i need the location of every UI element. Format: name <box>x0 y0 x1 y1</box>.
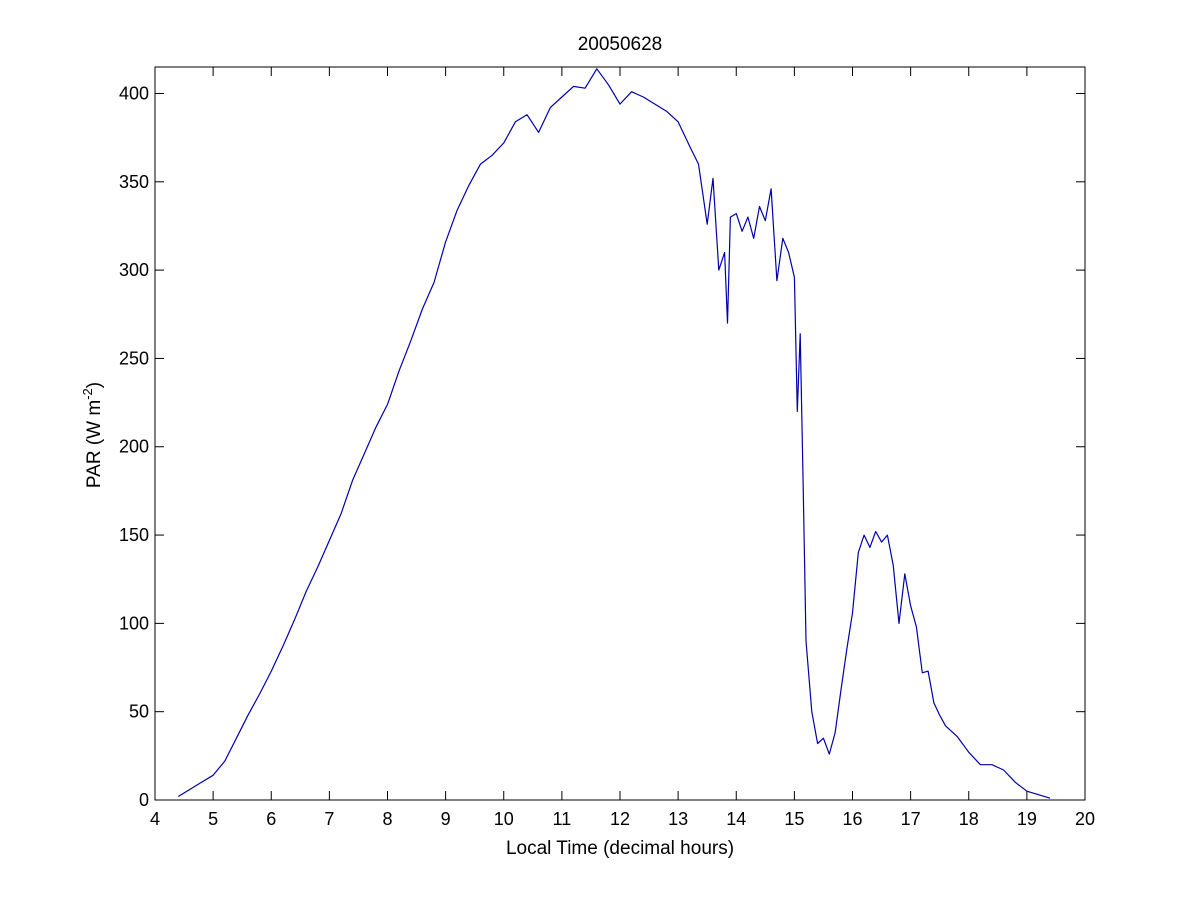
x-tick-label: 8 <box>382 809 392 829</box>
y-axis-title-superscript: -2 <box>80 388 95 400</box>
par-series-line <box>177 68 1051 799</box>
y-tick-label: 100 <box>119 613 149 633</box>
y-tick-label: 300 <box>119 260 149 280</box>
y-tick-label: 400 <box>119 83 149 103</box>
y-tick-label: 150 <box>119 525 149 545</box>
x-tick-label: 9 <box>441 809 451 829</box>
x-tick-label: 4 <box>150 809 160 829</box>
x-tick-label: 6 <box>266 809 276 829</box>
y-axis-title: PAR (W m-2) <box>80 382 105 488</box>
x-tick-label: 16 <box>842 809 862 829</box>
x-tick-label: 14 <box>726 809 746 829</box>
x-tick-label: 11 <box>553 809 572 829</box>
y-axis-title-main: PAR (W m <box>84 400 105 488</box>
y-tick-label: 250 <box>119 348 149 368</box>
x-tick-label: 5 <box>208 809 218 829</box>
y-tick-label: 0 <box>139 790 149 810</box>
x-tick-label: 7 <box>324 809 334 829</box>
x-tick-label: 10 <box>494 809 514 829</box>
x-tick-label: 12 <box>610 809 630 829</box>
plot-area: 4 5 6 7 8 9 10 11 12 13 14 15 16 17 18 19 20050100150200… <box>119 66 1095 829</box>
x-tick-label: 19 <box>1017 809 1037 829</box>
axes-frame <box>154 66 1086 801</box>
y-tick-label: 50 <box>129 702 149 722</box>
y-tick-label: 350 <box>119 172 149 192</box>
chart-title: 20050628 <box>578 34 663 55</box>
x-axis-title: Local Time (decimal hours) <box>506 838 734 859</box>
x-tick-label: 17 <box>901 809 921 829</box>
x-tick-label: 13 <box>668 809 688 829</box>
x-tick-label: 20 <box>1075 809 1095 829</box>
y-tick-label: 200 <box>119 437 149 457</box>
y-axis-title-close: ) <box>84 382 105 388</box>
x-tick-label: 18 <box>959 809 979 829</box>
x-tick-label: 15 <box>784 809 804 829</box>
